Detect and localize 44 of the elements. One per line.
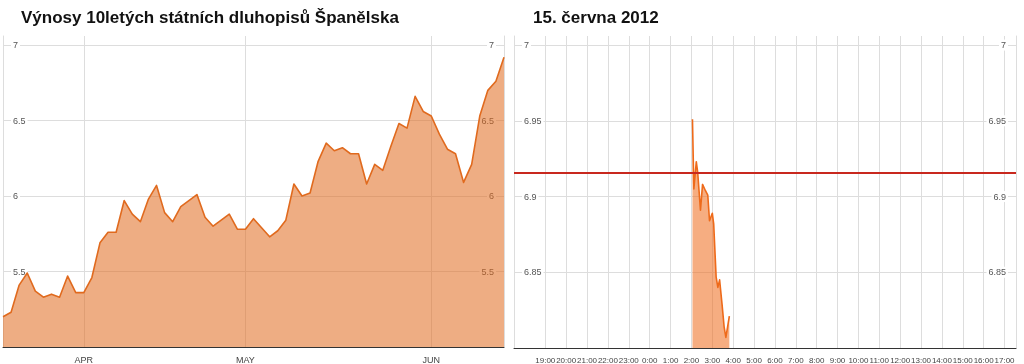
x-tick-label: 13:00 <box>911 355 932 364</box>
x-tick-label: 23:00 <box>618 355 640 364</box>
y2-tick-label: 7 <box>488 40 494 51</box>
x-tick-label: 20:00 <box>556 355 577 364</box>
x-tick-label: 6:00 <box>767 355 784 364</box>
y-tick-label: 6.5 <box>13 115 26 126</box>
y2-tick-label: 6 <box>488 191 494 202</box>
x-tick-label: 22:00 <box>597 355 619 364</box>
x-tick-label: 21:00 <box>577 355 598 364</box>
x-tick-label: 17:00 <box>994 355 1016 364</box>
x-tick-label: JUN <box>422 354 441 364</box>
x-tick-label: 4:00 <box>725 355 742 364</box>
y2-tick-label: 6.95 <box>988 115 1006 126</box>
y-tick-label: 7 <box>524 40 530 51</box>
y2-tick-label: 6.5 <box>481 115 494 126</box>
y-tick-label: 7 <box>13 40 19 51</box>
x-tick-label: 12:00 <box>890 355 911 364</box>
x-tick-label: 9:00 <box>829 355 846 364</box>
x-tick-label: 14:00 <box>931 355 953 364</box>
chart-title: 15. června 2012 <box>533 8 659 27</box>
x-tick-label: 2:00 <box>683 355 700 364</box>
x-tick-label: 7:00 <box>788 355 805 364</box>
y2-tick-label: 6.85 <box>988 267 1006 278</box>
y2-tick-label: 7 <box>1000 40 1006 51</box>
x-tick-label: 0:00 <box>641 355 659 364</box>
x-tick-label: 19:00 <box>535 355 556 364</box>
chart-title: Výnosy 10letých státních dluhopisů Španělska <box>21 8 400 27</box>
y-tick-label: 5.5 <box>13 266 26 277</box>
x-tick-label: APR <box>74 354 94 364</box>
y-tick-label: 6.85 <box>524 267 542 278</box>
y-tick-label: 6 <box>13 191 19 202</box>
x-tick-label: 8:00 <box>808 355 825 364</box>
x-tick-label: 5:00 <box>746 355 763 364</box>
x-tick-label: 11:00 <box>869 355 890 364</box>
x-tick-label: 10:00 <box>848 355 869 364</box>
y-tick-label: 6.95 <box>524 115 542 126</box>
x-tick-label: 3:00 <box>704 355 721 364</box>
x-tick-label: 16:00 <box>973 355 995 364</box>
y2-tick-label: 6.9 <box>993 191 1006 202</box>
x-tick-label: 15:00 <box>952 355 974 364</box>
x-tick-label: 1:00 <box>662 355 679 364</box>
y-tick-label: 6.9 <box>524 191 537 202</box>
x-tick-label: MAY <box>236 354 255 364</box>
y2-tick-label: 5.5 <box>481 266 494 277</box>
